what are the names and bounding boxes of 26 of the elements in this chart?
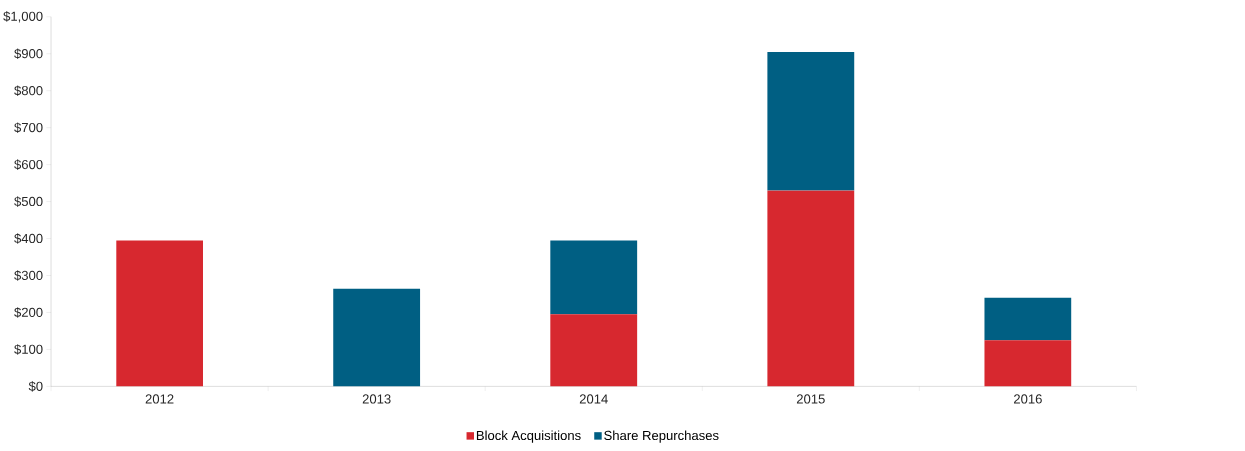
y-tick-label: $300 bbox=[14, 270, 43, 281]
x-tick-label: 2015 bbox=[796, 394, 825, 404]
bar bbox=[984, 297, 1072, 341]
x-tick-label: 2016 bbox=[1014, 394, 1042, 404]
y-tick-label: $0 bbox=[28, 381, 43, 392]
y-tick-label: $700 bbox=[14, 122, 43, 134]
bar bbox=[550, 314, 638, 387]
bar bbox=[550, 240, 638, 315]
x-tick-label: 2012 bbox=[145, 394, 174, 404]
y-tick-label: $500 bbox=[14, 196, 43, 207]
bar bbox=[333, 288, 421, 387]
y-tick-label: $100 bbox=[14, 344, 43, 355]
y-tick-label: $200 bbox=[14, 307, 43, 318]
y-tick-label: $900 bbox=[14, 48, 43, 60]
y-tick-label: $800 bbox=[14, 85, 43, 97]
y-tick-label: $400 bbox=[14, 233, 43, 244]
x-tick-label: 2013 bbox=[362, 394, 391, 404]
y-tick-label: $1,000 bbox=[3, 11, 43, 23]
bar bbox=[767, 190, 855, 387]
bar bbox=[984, 340, 1072, 387]
legend-label: Share Repurchases bbox=[604, 430, 719, 443]
x-tick-label: 2014 bbox=[579, 394, 608, 404]
bar bbox=[116, 240, 203, 387]
bar bbox=[767, 52, 855, 191]
y-tick-label: $600 bbox=[14, 159, 43, 171]
legend-label: Block Acquisitions bbox=[476, 430, 581, 443]
